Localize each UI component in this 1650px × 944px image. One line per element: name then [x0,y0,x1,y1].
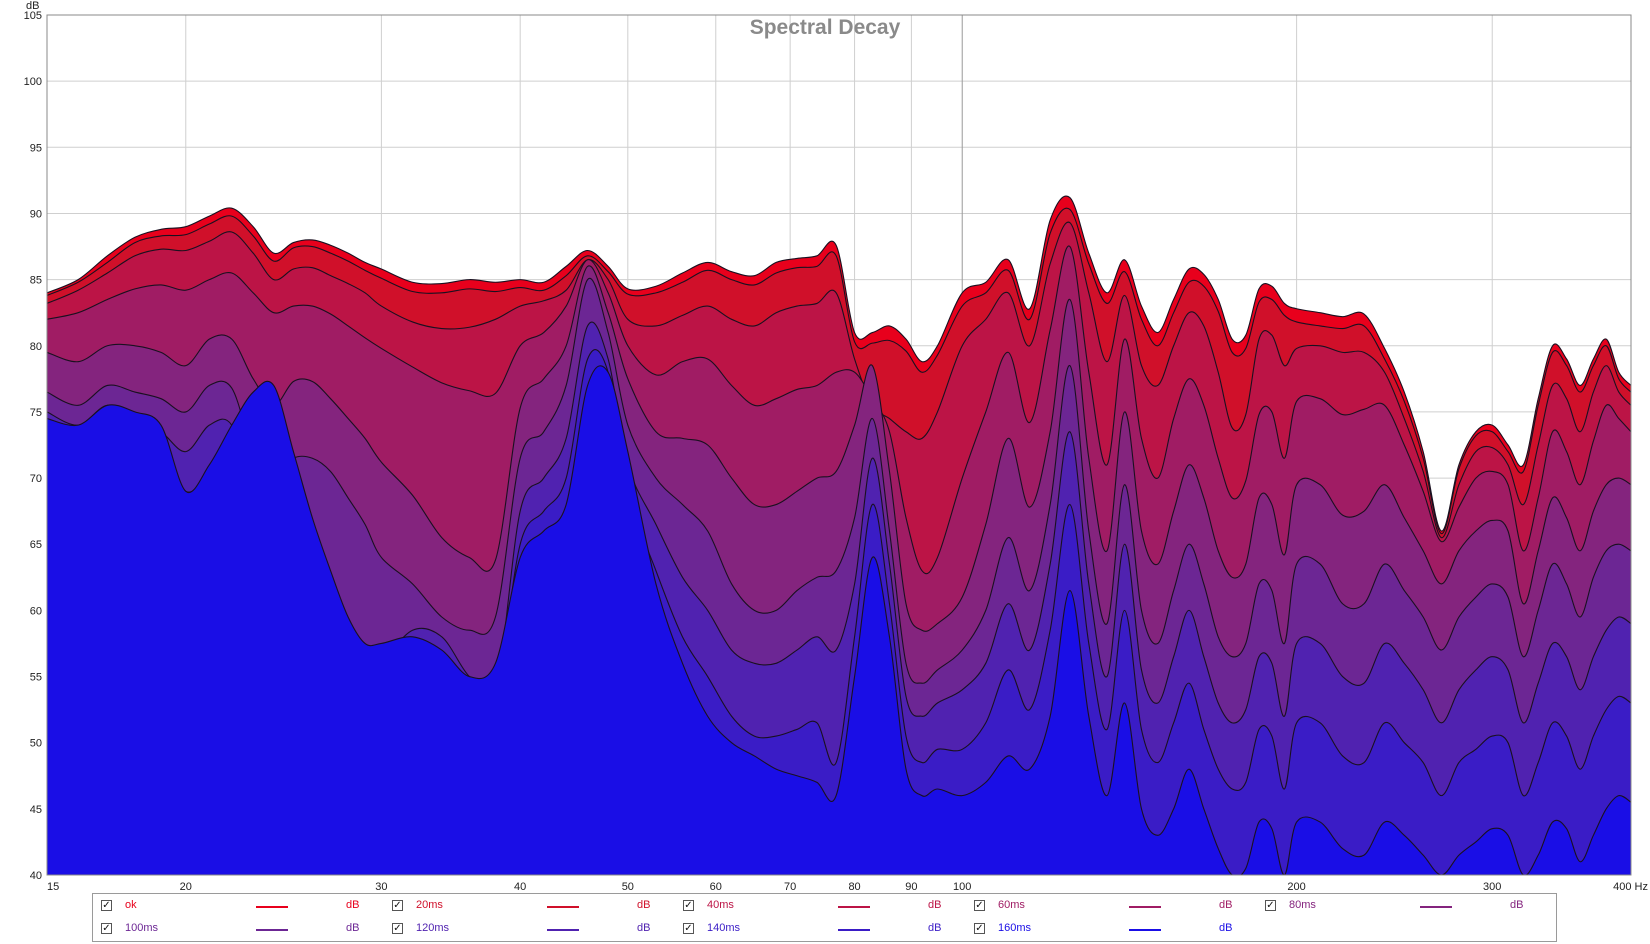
spectral-decay-chart: 40 45 50 55 60 65 70 75 80 85 90 95 100 105 15 20 30 40 50… [24,0,1648,890]
legend-swatch [1420,906,1452,908]
series-line-80ms [47,265,1631,632]
legend-unit: dB [1219,922,1233,934]
y-tick-label: 55 [30,672,42,684]
x-tick-label: 400 Hz [1613,881,1648,890]
legend-item[interactable]: ✓ 140ms dB [683,921,963,939]
legend-label: 140ms [707,922,741,934]
x-tick-label: 30 [375,881,387,890]
legend-item[interactable]: ✓ 20ms dB [392,898,672,916]
legend-checkbox[interactable]: ✓ [101,923,112,934]
legend-checkbox[interactable]: ✓ [974,923,985,934]
y-tick-label: 40 [30,870,42,882]
legend-label: 60ms [998,899,1025,911]
chart-title: Spectral Decay [750,16,901,39]
legend-unit: dB [637,922,651,934]
legend-checkbox[interactable]: ✓ [974,900,985,911]
legend-swatch [256,906,288,908]
series-line-60ms [47,245,1631,575]
legend-item[interactable]: ✓ 100ms dB [101,921,381,939]
legend-swatch [256,929,288,931]
legend-item[interactable]: ✓ 60ms dB [974,898,1254,916]
y-tick-label: 90 [30,208,42,220]
legend-checkbox[interactable]: ✓ [683,900,694,911]
legend: ✓ ok dB ✓ 20ms dB ✓ 40ms dB ✓ 60ms dB ✓ 80ms dB ✓ 100ms d… [92,893,1557,942]
x-tick-label: 40 [514,881,526,890]
legend-unit: dB [346,899,360,911]
y-tick-label: 85 [30,275,42,287]
series-line-160ms [47,365,1631,875]
series-area-160ms [47,365,1631,875]
y-tick-label: 100 [24,76,42,88]
legend-unit: dB [346,922,360,934]
y-tick-label: 50 [30,738,42,750]
legend-label: 80ms [1289,899,1316,911]
legend-swatch [547,906,579,908]
y-tick-label: 105 [24,10,42,22]
series-line-100ms [47,277,1631,684]
legend-label: 40ms [707,899,734,911]
legend-checkbox[interactable]: ✓ [101,900,112,911]
y-axis-unit-label: dB [26,0,39,12]
legend-swatch [838,929,870,931]
decay-series [47,195,1631,875]
x-tick-label: 70 [784,881,796,890]
legend-item[interactable]: ✓ 160ms dB [974,921,1254,939]
y-tick-label: 80 [30,341,42,353]
legend-label: 100ms [125,922,159,934]
x-tick-label: 200 [1287,881,1305,890]
axis-ticks: 40 45 50 55 60 65 70 75 80 85 90 95 100 105 15 20 30 40 50… [24,10,1648,890]
legend-checkbox[interactable]: ✓ [683,923,694,934]
y-tick-label: 60 [30,605,42,617]
y-tick-label: 75 [30,407,42,419]
x-tick-label: 100 [953,881,971,890]
series-line-20ms [47,207,1631,535]
y-tick-label: 45 [30,804,42,816]
legend-swatch [838,906,870,908]
legend-item[interactable]: ✓ 120ms dB [392,921,672,939]
legend-unit: dB [928,899,942,911]
x-tick-label: 15 [47,881,59,890]
legend-checkbox[interactable]: ✓ [392,900,403,911]
legend-label: 160ms [998,922,1032,934]
legend-checkbox[interactable]: ✓ [1265,900,1276,911]
x-tick-label: 20 [180,881,192,890]
series-line-40ms [47,221,1631,539]
legend-unit: dB [1510,899,1524,911]
legend-unit: dB [637,899,651,911]
x-tick-label: 300 [1483,881,1501,890]
legend-swatch [547,929,579,931]
y-tick-label: 65 [30,539,42,551]
series-line-ok [47,195,1631,532]
legend-label: 120ms [416,922,450,934]
plot-frame [46,14,1632,876]
legend-item[interactable]: ✓ ok dB [101,898,381,916]
y-tick-label: 95 [30,142,42,154]
legend-checkbox[interactable]: ✓ [392,923,403,934]
legend-swatch [1129,929,1161,931]
legend-label: 20ms [416,899,443,911]
legend-item[interactable]: ✓ 40ms dB [683,898,963,916]
x-tick-label: 80 [848,881,860,890]
y-tick-label: 70 [30,473,42,485]
legend-label: ok [125,899,137,911]
x-tick-label: 90 [905,881,917,890]
legend-unit: dB [928,922,942,934]
legend-unit: dB [1219,899,1233,911]
legend-swatch [1129,906,1161,908]
x-tick-label: 60 [710,881,722,890]
legend-item[interactable]: ✓ 80ms dB [1265,898,1545,916]
x-tick-label: 50 [622,881,634,890]
